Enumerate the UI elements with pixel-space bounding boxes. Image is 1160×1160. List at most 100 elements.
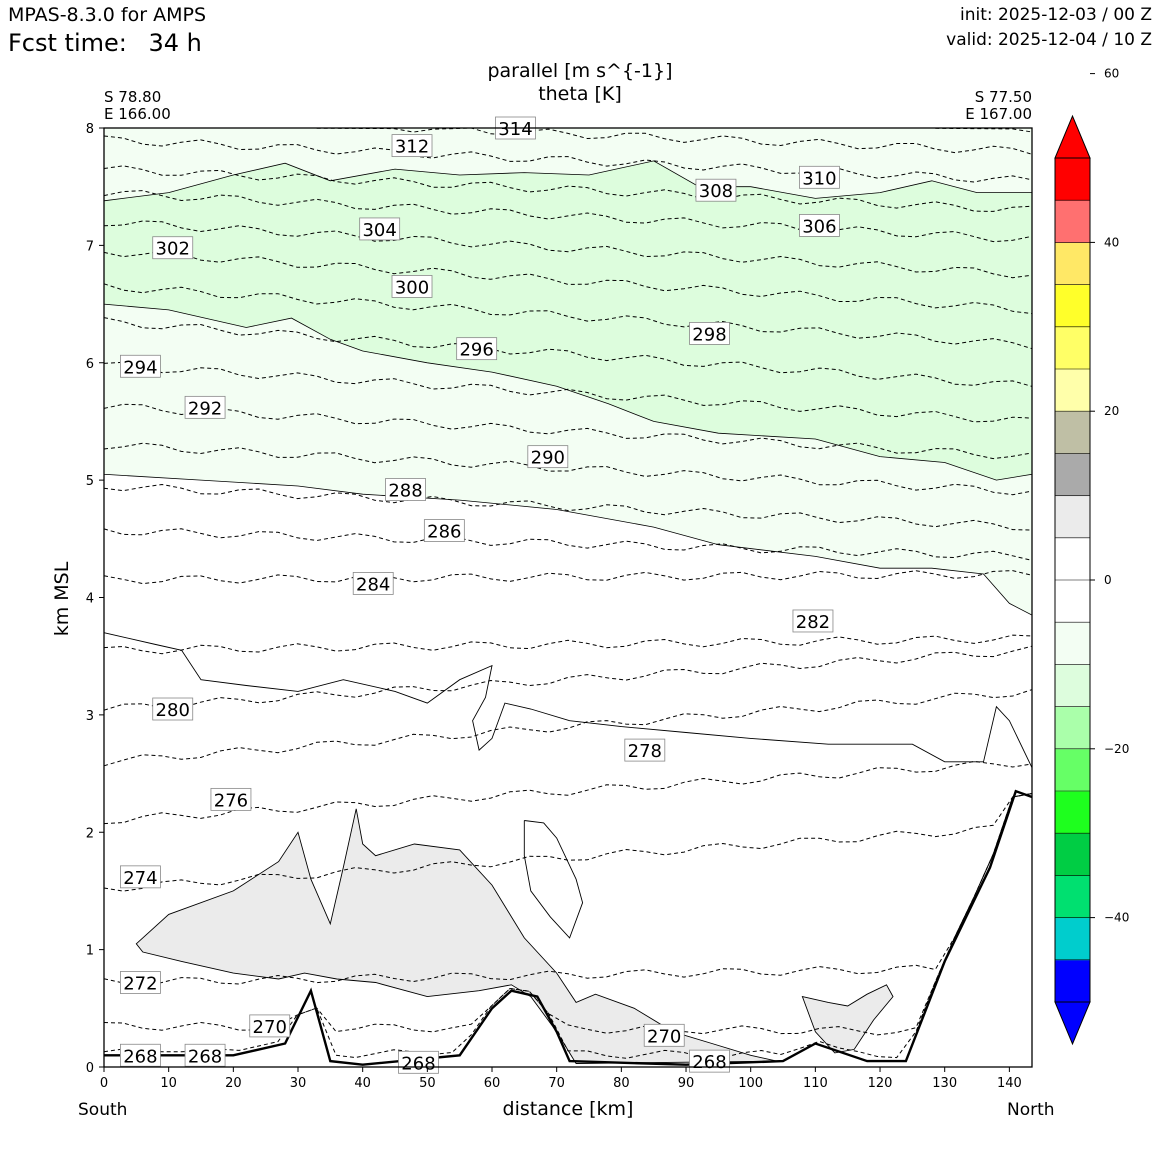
theta-contour-306 xyxy=(103,165,1033,212)
x-tick-label-10: 10 xyxy=(160,1076,177,1091)
x-tick-label-30: 30 xyxy=(290,1076,307,1091)
colorbar-segment xyxy=(1055,326,1090,370)
theta-label-box xyxy=(352,572,394,595)
theta-label-box xyxy=(120,354,161,378)
theta-label-text: 310 xyxy=(802,168,836,189)
theta-label-box xyxy=(249,1014,291,1038)
theta-label-box xyxy=(385,478,426,501)
theta-label-box xyxy=(184,1043,226,1067)
colorbar-tick-label--40: −40 xyxy=(1104,911,1129,925)
left-lon: E 166.00 xyxy=(104,105,171,123)
theta-label-text: 292 xyxy=(188,398,222,419)
y-tick-label-0: 0 xyxy=(86,1061,94,1076)
theta-label-box xyxy=(527,445,569,469)
left-lat: S 78.80 xyxy=(104,88,162,106)
colorbar-segment xyxy=(1055,158,1090,201)
theta-label-288: 288 xyxy=(385,478,426,502)
x-tick-label-90: 90 xyxy=(678,1076,695,1091)
theta-label-268: 268 xyxy=(184,1043,226,1067)
theta-label-box xyxy=(456,337,498,361)
theta-contour-286 xyxy=(103,528,1033,561)
y-tick-label-2: 2 xyxy=(86,826,94,841)
colorbar-segment xyxy=(1055,580,1090,623)
right-direction: North xyxy=(1007,1100,1055,1120)
colorbar-segment xyxy=(1055,748,1090,792)
theta-contours xyxy=(103,127,1033,1059)
colorbar-bottom-arrow xyxy=(1054,1001,1091,1046)
theta-label-300: 300 xyxy=(391,275,433,298)
fill-region-grey-low xyxy=(135,808,777,1064)
theta-label-text: 284 xyxy=(356,574,390,595)
zero-contour-bubble xyxy=(523,820,584,939)
model-title: MPAS-8.3.0 for AMPS xyxy=(8,4,207,26)
theta-label-box xyxy=(689,322,730,345)
theta-label-box xyxy=(695,178,737,202)
theta-label-box xyxy=(624,738,666,762)
theta-label-text: 268 xyxy=(123,1046,157,1067)
x-tick-label-60: 60 xyxy=(484,1076,501,1091)
colorbar-segment xyxy=(1055,622,1090,665)
theta-label-308: 308 xyxy=(695,178,737,202)
theta-label-text: 288 xyxy=(388,481,422,502)
x-tick-label-140: 140 xyxy=(997,1076,1022,1091)
theta-label-box xyxy=(792,609,834,633)
theta-contour-308 xyxy=(103,135,1033,183)
theta-contour-312 xyxy=(935,127,1033,133)
theta-label-text: 294 xyxy=(123,357,157,378)
colorbar-tick-label-60: 60 xyxy=(1104,67,1119,81)
fill-region-grey-small xyxy=(801,984,894,1054)
theta-label-text: 314 xyxy=(498,119,532,140)
valid-time: valid: 2025-12-04 / 10 Z xyxy=(946,30,1152,50)
theta-label-box xyxy=(799,214,840,237)
x-tick-label-130: 130 xyxy=(932,1076,957,1091)
y-tick-label-8: 8 xyxy=(86,122,94,137)
x-tick-label-110: 110 xyxy=(803,1076,828,1091)
theta-label-text: 268 xyxy=(188,1046,222,1067)
theta-label-268: 268 xyxy=(689,1049,730,1073)
colorbar-top-arrow xyxy=(1054,114,1091,159)
theta-label-text: 268 xyxy=(692,1052,726,1073)
theta-label-box xyxy=(120,865,161,889)
colorbar-tick-label-20: 20 xyxy=(1104,404,1119,418)
colorbar-segment xyxy=(1055,284,1090,328)
terrain-line xyxy=(104,789,1033,1066)
theta-label-text: 296 xyxy=(459,340,493,361)
x-tick-label-20: 20 xyxy=(225,1076,242,1091)
colorbar-segment xyxy=(1055,453,1090,497)
terrain-outline xyxy=(104,789,1033,1066)
y-tick-label-1: 1 xyxy=(86,944,94,959)
theta-label-text: 300 xyxy=(395,277,429,298)
x-tick-label-120: 120 xyxy=(868,1076,893,1091)
theta-label-282: 282 xyxy=(792,609,834,633)
theta-contour-284 xyxy=(103,570,1033,585)
colorbar-segment xyxy=(1055,959,1090,1003)
theta-contour-300 xyxy=(103,250,1033,315)
theta-label-306: 306 xyxy=(799,214,840,237)
theta-label-box xyxy=(799,165,840,189)
theta-label-box xyxy=(423,519,465,542)
init-time: init: 2025-12-03 / 00 Z xyxy=(959,5,1152,25)
theta-label-text: 270 xyxy=(253,1017,287,1038)
theta-label-box xyxy=(398,1050,439,1074)
theta-contour-296 xyxy=(103,317,1033,387)
x-tick-label-50: 50 xyxy=(419,1076,436,1091)
theta-label-text: 270 xyxy=(647,1026,681,1047)
y-tick-label-5: 5 xyxy=(86,474,94,489)
colorbar-segment xyxy=(1055,242,1090,286)
colorbar-tick-label-40: 40 xyxy=(1104,235,1119,249)
fcst-value: 34 h xyxy=(148,29,202,57)
colorbar-segment xyxy=(1055,706,1090,750)
x-tick-label-100: 100 xyxy=(738,1076,763,1091)
theta-contour-268 xyxy=(103,793,1033,1059)
theta-label-box xyxy=(120,971,161,994)
parallel-wind-fills xyxy=(103,127,1033,1064)
theta-label-text: 304 xyxy=(362,220,396,241)
fcst-time-label: Fcst time: 34 h xyxy=(8,29,202,57)
theta-contour-278 xyxy=(103,689,1033,767)
chart-title-line1: parallel [m s^{-1}] xyxy=(487,60,673,82)
x-tick-label-80: 80 xyxy=(613,1076,630,1091)
theta-label-284: 284 xyxy=(352,572,394,595)
y-tick-label-6: 6 xyxy=(86,357,94,372)
theta-label-302: 302 xyxy=(152,236,194,260)
theta-contour-288 xyxy=(103,483,1033,531)
